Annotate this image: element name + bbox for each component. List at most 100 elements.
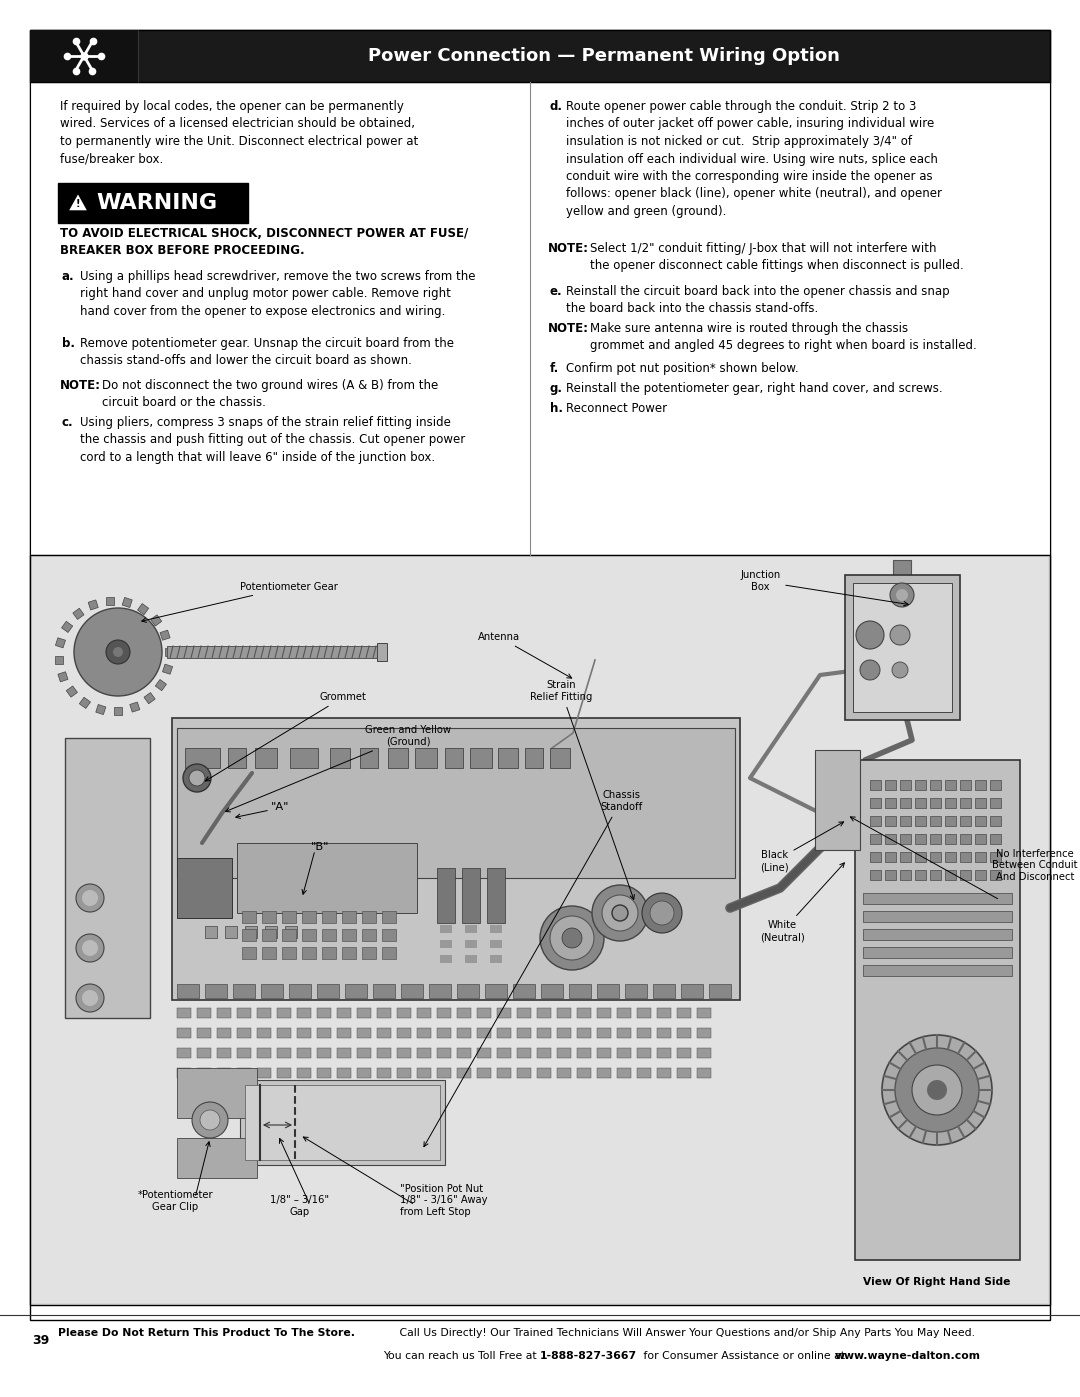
Circle shape	[295, 1141, 309, 1155]
Bar	[440, 940, 453, 949]
Bar	[177, 858, 232, 918]
Bar	[863, 893, 1012, 904]
Bar	[377, 1028, 391, 1038]
Bar	[597, 1028, 611, 1038]
Text: Call Us Directly! Our Trained Technicians Will Answer Your Questions and/or Ship: Call Us Directly! Our Trained Technician…	[396, 1329, 975, 1338]
Bar	[637, 1048, 651, 1058]
Bar	[465, 925, 477, 933]
Bar	[197, 1048, 211, 1058]
Bar	[870, 798, 881, 807]
Bar	[681, 983, 703, 997]
Bar	[863, 965, 1012, 977]
Bar	[177, 1048, 191, 1058]
Bar	[217, 1067, 231, 1078]
Bar	[637, 1028, 651, 1038]
Bar	[960, 798, 971, 807]
Text: Route opener power cable through the conduit. Strip 2 to 3
inches of outer jacke: Route opener power cable through the con…	[566, 101, 942, 218]
Bar	[487, 868, 505, 923]
Text: NOTE:: NOTE:	[548, 321, 589, 335]
Bar	[337, 1028, 351, 1038]
Bar	[437, 868, 455, 923]
Bar	[362, 929, 376, 942]
Bar	[55, 657, 63, 664]
Bar	[445, 747, 463, 768]
Bar	[885, 798, 896, 807]
Bar	[65, 738, 150, 1018]
Bar	[945, 798, 956, 807]
Bar	[617, 1028, 631, 1038]
Bar	[276, 1048, 291, 1058]
Bar	[172, 718, 740, 1000]
Bar	[497, 1009, 511, 1018]
Bar	[382, 929, 396, 942]
Bar	[345, 983, 367, 997]
Bar	[265, 926, 276, 937]
Bar	[177, 1067, 191, 1078]
Bar	[885, 816, 896, 826]
Text: No Interference
Between Conduit
And Disconnect: No Interference Between Conduit And Disc…	[993, 849, 1078, 882]
Text: Green and Yellow
(Ground): Green and Yellow (Ground)	[226, 725, 451, 812]
Bar	[960, 834, 971, 844]
Bar	[945, 816, 956, 826]
Bar	[477, 1028, 491, 1038]
Text: White
(Neutral): White (Neutral)	[760, 863, 845, 942]
Bar	[66, 686, 78, 697]
Bar	[318, 1067, 330, 1078]
Bar	[205, 983, 227, 997]
Bar	[377, 1048, 391, 1058]
Bar	[388, 747, 408, 768]
Bar	[362, 947, 376, 958]
Bar	[557, 1009, 571, 1018]
Text: If required by local codes, the opener can be permanently
wired. Services of a l: If required by local codes, the opener c…	[60, 101, 418, 165]
Bar	[318, 983, 339, 997]
Bar	[30, 29, 138, 82]
Bar	[457, 1028, 471, 1038]
Bar	[960, 852, 971, 862]
Bar	[497, 1067, 511, 1078]
Bar	[262, 947, 276, 958]
Bar	[318, 1048, 330, 1058]
Circle shape	[890, 583, 914, 608]
Bar	[415, 747, 437, 768]
Bar	[537, 1067, 551, 1078]
Bar	[930, 870, 941, 880]
Bar	[537, 1028, 551, 1038]
Bar	[397, 1067, 411, 1078]
Bar	[242, 911, 256, 923]
Bar	[597, 1048, 611, 1058]
Bar	[930, 834, 941, 844]
Bar	[276, 1009, 291, 1018]
Bar	[377, 1067, 391, 1078]
Bar	[815, 750, 860, 849]
Bar	[150, 615, 162, 626]
Circle shape	[82, 940, 98, 956]
Bar	[282, 929, 296, 942]
Text: Select 1/2" conduit fitting/ J-box that will not interfere with
the opener disco: Select 1/2" conduit fitting/ J-box that …	[590, 242, 963, 272]
Circle shape	[76, 884, 104, 912]
Bar	[357, 1028, 372, 1038]
Circle shape	[912, 1065, 962, 1115]
Polygon shape	[68, 193, 87, 211]
Bar	[577, 1009, 591, 1018]
Bar	[477, 1048, 491, 1058]
Circle shape	[602, 895, 638, 930]
Circle shape	[370, 1141, 384, 1155]
Bar	[233, 983, 255, 997]
Bar	[217, 1048, 231, 1058]
Circle shape	[890, 624, 910, 645]
Bar	[885, 870, 896, 880]
Text: Power Connection — Permanent Wiring Option: Power Connection — Permanent Wiring Opti…	[368, 47, 840, 66]
Bar	[417, 1048, 431, 1058]
Bar	[870, 870, 881, 880]
Bar	[697, 1009, 711, 1018]
Bar	[990, 852, 1001, 862]
Bar	[437, 1067, 451, 1078]
Bar	[597, 983, 619, 997]
Bar	[975, 852, 986, 862]
Bar	[217, 1028, 231, 1038]
Bar	[597, 1067, 611, 1078]
Circle shape	[612, 905, 627, 921]
Circle shape	[896, 590, 908, 601]
Bar	[240, 1080, 445, 1165]
Bar	[517, 1009, 531, 1018]
